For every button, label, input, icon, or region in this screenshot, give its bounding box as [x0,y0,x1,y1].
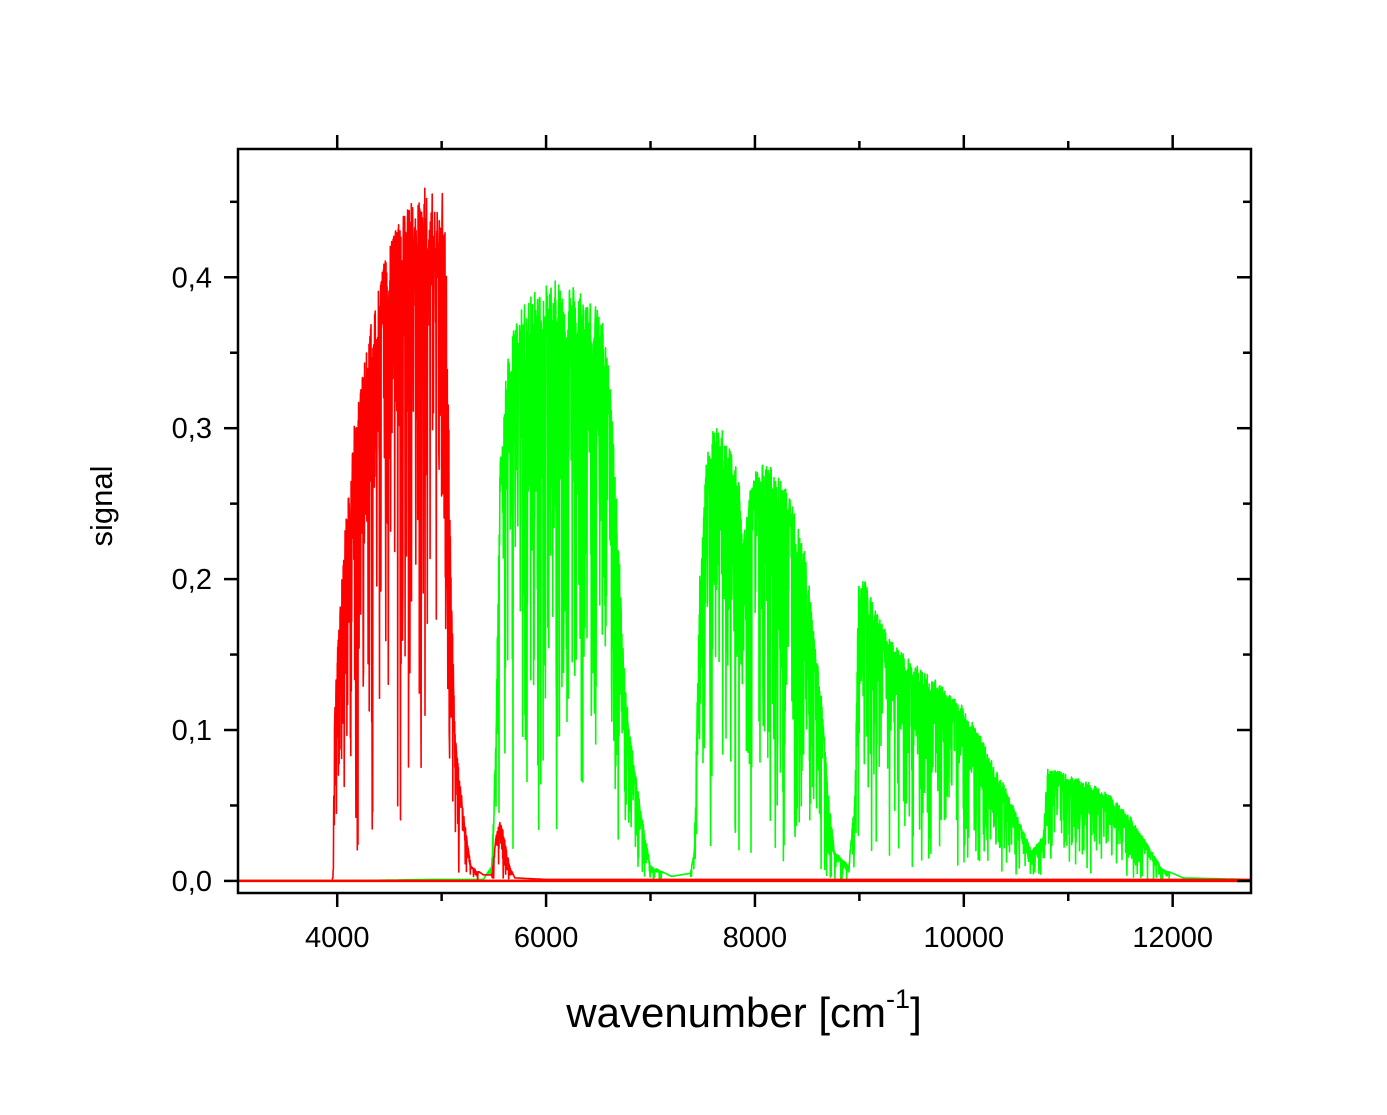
y-tick-label: 0,3 [172,413,212,445]
x-axis-title-superscript: -1 [886,984,910,1014]
x-tick-label: 12000 [1132,922,1213,954]
y-tick-label: 0,0 [172,866,212,898]
y-axis-title: signal [84,466,119,547]
series-layer [238,187,1252,883]
x-tick-label: 10000 [923,922,1004,954]
plot-frame [236,147,1253,895]
y-tick-label: 0,2 [172,564,212,596]
x-tick-label: 8000 [723,922,788,954]
x-tick-label: 4000 [305,922,370,954]
series-line-0 [336,280,1247,882]
y-tick-label: 0,4 [172,262,212,294]
tick-layer: 4000 6000 8000 10000 12000 0,0 0,1 0,2 0,3 0,4 [172,135,1251,954]
x-axis-title-main: wavenumber [cm [565,989,886,1036]
x-axis-title: wavenumber [cm-1] [565,984,921,1036]
x-axis-title-close: ] [910,989,922,1036]
x-tick-label: 6000 [514,922,579,954]
y-tick-label: 0,1 [172,715,212,747]
series-line-1 [331,187,1252,881]
